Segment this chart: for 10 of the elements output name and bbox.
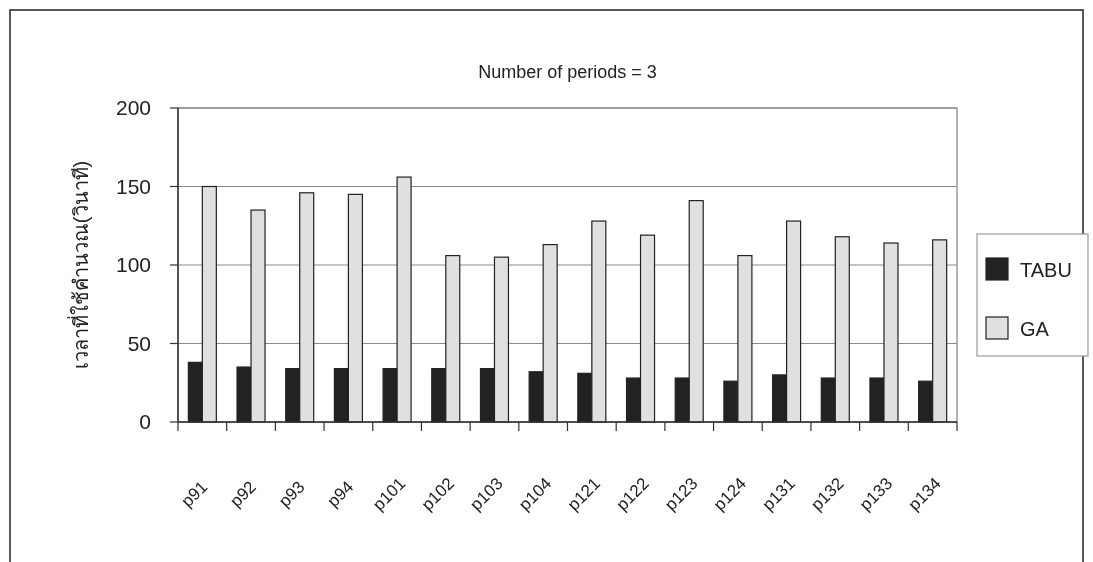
legend-label: TABU (1020, 259, 1072, 281)
x-tick-label: p91 (177, 477, 212, 511)
y-tick-label: 50 (127, 331, 151, 355)
y-tick-label: 200 (115, 96, 151, 119)
y-tick-label: 150 (115, 174, 151, 198)
y-tick-label: 100 (115, 253, 151, 276)
y-tick-label: 0 (139, 410, 151, 433)
y-axis-title: เวลาที่ใช้คำนวณ(วินาที) (67, 160, 92, 370)
chart-title: Number of periods = 3 (478, 62, 657, 82)
legend-label: GA (1020, 318, 1050, 340)
